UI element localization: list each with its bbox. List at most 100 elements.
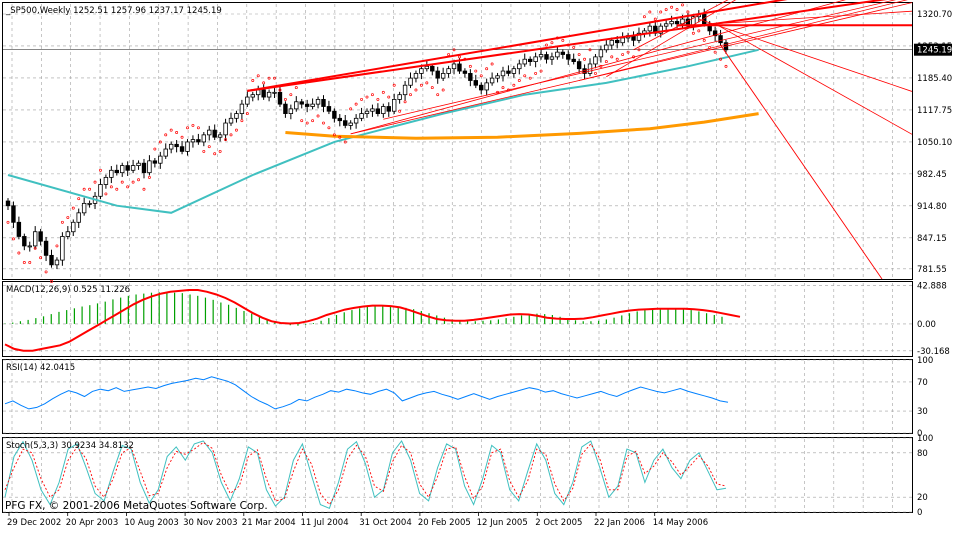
psar-dot (349, 107, 353, 111)
psar-dot (164, 133, 168, 137)
psar-dot (229, 133, 233, 137)
candle (109, 169, 114, 178)
candle (712, 30, 718, 37)
psar-dot (169, 128, 173, 132)
psar-dot (577, 53, 581, 56)
candle (299, 101, 304, 105)
psar-dot (153, 147, 157, 151)
candle (38, 231, 43, 242)
psar-dot (262, 81, 266, 85)
trend-line (606, 0, 737, 78)
psar-dot (251, 79, 255, 82)
psar-dot (691, 31, 695, 35)
psar-dot (452, 48, 456, 52)
psar-dot (93, 180, 97, 184)
psar-dot (273, 76, 276, 80)
psar-dot (322, 121, 325, 125)
price-plot (5, 0, 913, 283)
candle (277, 91, 283, 105)
x-axis-tick-label: 22 Jan 2006 (594, 518, 645, 528)
candle (212, 129, 217, 138)
psar-dot (550, 41, 554, 45)
candle (538, 54, 544, 58)
psar-dot (207, 145, 211, 149)
candle (54, 259, 60, 266)
x-axis-tick-label: 14 May 2006 (653, 518, 708, 528)
psar-dot (572, 45, 576, 49)
psar-dot (332, 133, 336, 137)
x-axis-tick-label: 20 Apr 2003 (66, 518, 119, 528)
psar-dot (71, 206, 75, 210)
trend-line (247, 0, 788, 92)
candle (489, 77, 495, 84)
psar-dot (528, 76, 532, 80)
psar-dot (180, 135, 184, 139)
candle (375, 108, 381, 114)
candle (147, 160, 152, 174)
candle (223, 122, 228, 136)
psar-dot (109, 185, 113, 189)
candle (544, 54, 549, 60)
psar-dot (338, 135, 342, 139)
psar-dot (88, 187, 92, 191)
price-header: _SP500,Weekly 1252.51 1257.96 1237.17 12… (5, 6, 222, 16)
candle (702, 13, 707, 25)
psar-dot (441, 88, 445, 92)
candle (430, 65, 435, 72)
candle (266, 91, 272, 98)
psar-dot (381, 90, 385, 94)
candle (234, 113, 239, 119)
candle (185, 141, 190, 152)
candle (473, 80, 478, 86)
psar-dot (6, 220, 10, 224)
psar-dot (664, 8, 668, 12)
copyright-notice: PFG FX, © 2001-2006 MetaQuotes Software … (5, 500, 268, 512)
psar-dot (126, 185, 130, 189)
psar-dot (604, 60, 608, 64)
psar-dot (545, 43, 548, 47)
psar-dot (283, 97, 287, 101)
candle (495, 75, 500, 79)
stoch-main-line (4, 440, 727, 509)
candle (479, 84, 484, 91)
candle (201, 134, 207, 143)
psar-dot (425, 81, 429, 85)
candle (304, 103, 310, 107)
psar-dot (17, 251, 21, 255)
psar-dot (235, 128, 238, 132)
candle (419, 68, 424, 74)
candle (71, 221, 76, 233)
candle (152, 160, 158, 164)
candle (446, 68, 451, 74)
psar-dot (316, 114, 320, 118)
price-axis-tick-label: 847.15 (917, 234, 947, 244)
candle (604, 44, 609, 51)
candle (11, 205, 16, 223)
current-price-badge (914, 43, 952, 56)
candle (158, 155, 163, 164)
macd-axis-tick-label: 42.888 (917, 282, 947, 292)
rsi-axis-tick-label: 30 (917, 407, 928, 417)
candle (288, 108, 294, 114)
psar-dot (588, 48, 592, 52)
projection-line (720, 44, 883, 280)
candle (22, 236, 27, 247)
moving-average-line (7, 48, 759, 214)
psar-dot (311, 119, 315, 123)
candle (647, 25, 653, 32)
candle (391, 99, 397, 112)
candle (315, 99, 321, 105)
stochastic-plot (4, 440, 727, 509)
rsi-axis-tick-label: 70 (917, 378, 928, 388)
candle (370, 108, 375, 112)
x-axis-tick-label: 11 Jul 2004 (301, 518, 349, 528)
psar-dot (120, 180, 124, 184)
psar-dot (224, 138, 228, 142)
psar-dot (55, 244, 59, 248)
candle (120, 165, 125, 174)
psar-dot (637, 48, 641, 52)
price-axis-tick-label: 1050.10 (917, 138, 952, 148)
psar-dot (648, 10, 652, 14)
